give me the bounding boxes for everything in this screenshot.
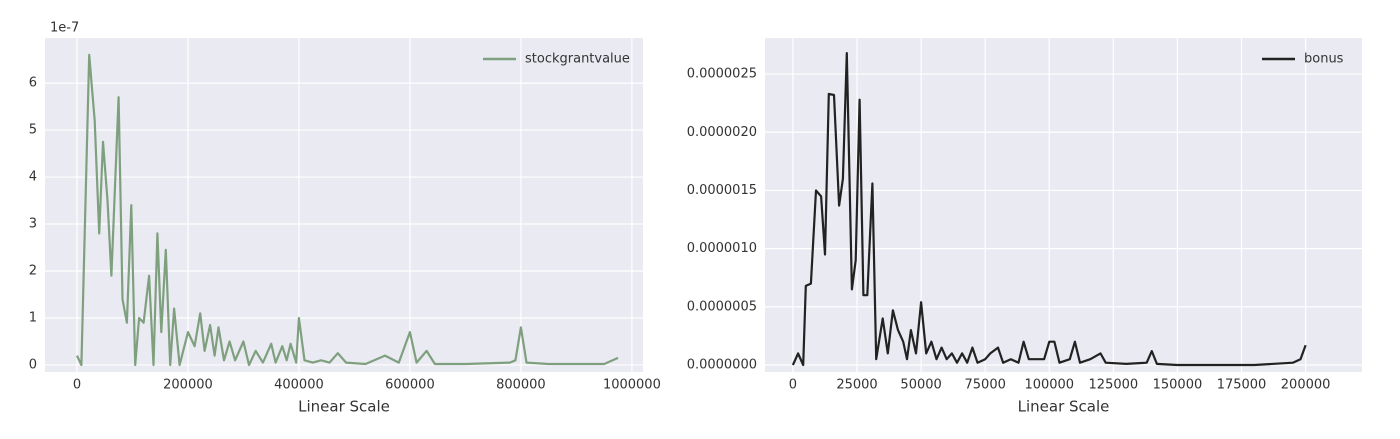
y-offset-label: 1e-7 <box>50 21 79 36</box>
x-tick-label: 150000 <box>1153 378 1203 393</box>
x-tick-label: 200000 <box>1281 378 1331 393</box>
x-tick-label: 600000 <box>385 378 435 393</box>
x-tick-label: 25000 <box>836 378 877 393</box>
x-tick-label: 125000 <box>1089 378 1139 393</box>
plot-area <box>765 38 1362 372</box>
x-axis-label: Linear Scale <box>1018 398 1110 416</box>
x-tick-label: 0 <box>73 378 81 393</box>
x-tick-label: 0 <box>789 378 797 393</box>
y-tick-label: 0.0000015 <box>687 183 757 198</box>
y-tick-label: 0 <box>29 357 37 372</box>
y-tick-label: 0.0000020 <box>687 125 757 140</box>
x-tick-label: 1000000 <box>603 378 661 393</box>
line <box>76 53 619 367</box>
legend-label: stockgrantvalue <box>525 52 630 67</box>
x-tick-label: 50000 <box>900 378 941 393</box>
line <box>791 52 1307 367</box>
x-axis-label: Linear Scale <box>298 398 390 416</box>
y-tick-label: 0.0000025 <box>687 67 757 82</box>
x-tick-label: 100000 <box>1024 378 1074 393</box>
y-tick-label: 6 <box>29 76 37 91</box>
y-tick-label: 2 <box>29 264 37 279</box>
y-tick-label: 4 <box>29 170 37 185</box>
y-tick-label: 0.0000010 <box>687 241 757 256</box>
y-tick-label: 1 <box>29 310 37 325</box>
x-tick-label: 200000 <box>163 378 213 393</box>
legend-label: bonus <box>1304 52 1344 67</box>
y-tick-label: 3 <box>29 217 37 232</box>
y-tick-label: 0.0000005 <box>687 299 757 314</box>
y-tick-label: 5 <box>29 123 37 138</box>
x-tick-label: 75000 <box>965 378 1006 393</box>
y-tick-label: 0.0000000 <box>687 358 757 373</box>
x-tick-label: 175000 <box>1217 378 1267 393</box>
x-tick-label: 800000 <box>496 378 546 393</box>
x-tick-label: 400000 <box>274 378 324 393</box>
